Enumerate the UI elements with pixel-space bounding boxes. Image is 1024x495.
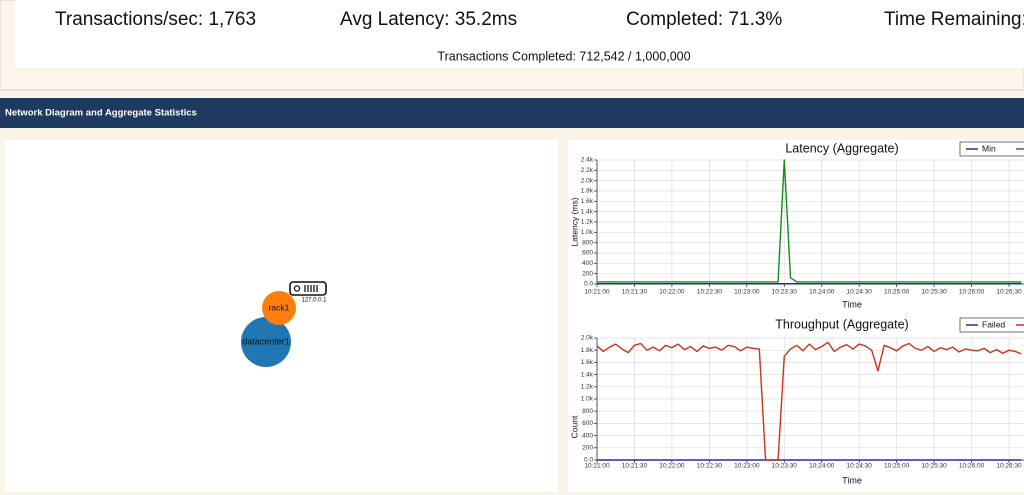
x-tick-label: 10:26:30 (996, 463, 1022, 470)
x-tick-label: 10:25:00 (884, 463, 910, 470)
stat: Transactions/sec: 1,763 (55, 9, 256, 30)
y-tick-label: 600 (582, 420, 593, 427)
x-tick-label: 10:22:00 (659, 463, 685, 470)
server-icon-light (293, 285, 301, 292)
y-tick-label: 0.0 (584, 457, 593, 464)
progress-text: Transactions Completed: 712,542 / 1,000,… (437, 49, 690, 63)
x-tick-label: 10:22:30 (697, 289, 723, 296)
chart-title: Throughput (Aggregate) (775, 317, 908, 331)
y-tick-label: 1.6k (581, 359, 594, 366)
stat: Completed: 71.3% (626, 9, 782, 30)
x-tick-label: 10:24:00 (809, 289, 835, 296)
plot-area (597, 341, 1022, 461)
section-title: Network Diagram and Aggregate Statistics (5, 108, 197, 119)
y-tick-label: 1.0k (581, 229, 594, 236)
legend-label: Min (982, 143, 996, 153)
node-label: rack1 (269, 302, 290, 312)
x-tick-label: 10:25:30 (921, 463, 947, 470)
x-tick-label: 10:22:00 (659, 289, 685, 296)
x-tick-label: 10:23:00 (734, 289, 760, 296)
y-tick-label: 200 (582, 445, 593, 452)
node-label: 127.0.0.1 (301, 298, 327, 304)
x-tick-label: 10:21:30 (622, 289, 648, 296)
x-tick-label: 10:23:00 (734, 463, 760, 470)
x-tick-label: 10:21:00 (584, 289, 610, 296)
series-line (597, 159, 1022, 283)
y-tick-label: 0.0 (584, 281, 593, 288)
server-icon-vents (304, 285, 318, 292)
y-tick-label: 1.4k (581, 371, 594, 378)
x-tick-label: 10:23:30 (772, 463, 798, 470)
charts-panel (568, 140, 1024, 492)
y-tick-label: 2.4k (581, 157, 594, 164)
server-node[interactable] (289, 281, 327, 296)
x-tick-label: 10:24:30 (847, 463, 873, 470)
y-tick-label: 800 (582, 408, 593, 415)
x-tick-label: 10:26:00 (959, 463, 985, 470)
stat: Time Remaining: (884, 9, 1024, 30)
y-axis-label: Count (569, 415, 579, 438)
x-tick-label: 10:23:30 (772, 289, 798, 296)
y-tick-label: 1.0k (581, 396, 594, 403)
section-bar (0, 98, 1024, 128)
x-tick-label: 10:26:00 (959, 289, 985, 296)
plot-area (597, 159, 1022, 285)
legend-label: Failed (982, 319, 1005, 329)
chart-title: Latency (Aggregate) (785, 141, 898, 155)
y-tick-label: 1.8k (581, 188, 594, 195)
y-tick-label: 1.6k (581, 198, 594, 205)
x-tick-label: 10:22:30 (697, 463, 723, 470)
x-tick-label: 10:26:30 (996, 289, 1022, 296)
y-tick-label: 2.0k (581, 335, 594, 342)
y-tick-label: 200 (582, 270, 593, 277)
x-tick-label: 10:21:00 (584, 463, 610, 470)
x-tick-label: 10:25:00 (884, 289, 910, 296)
x-axis-label: Time (842, 475, 862, 485)
y-axis-label: Latency (ms) (569, 197, 579, 246)
y-tick-label: 800 (582, 239, 593, 246)
node-label: datacenter1 (242, 336, 290, 346)
y-tick-label: 400 (582, 260, 593, 267)
x-tick-label: 10:24:00 (809, 463, 835, 470)
x-tick-label: 10:24:30 (847, 289, 873, 296)
stats-box (15, 0, 1024, 68)
legend-box (959, 317, 1024, 333)
y-tick-label: 600 (582, 250, 593, 257)
x-tick-label: 10:21:30 (622, 463, 648, 470)
y-tick-label: 1.2k (581, 384, 594, 391)
y-tick-label: 1.4k (581, 208, 594, 215)
x-tick-label: 10:25:30 (921, 289, 947, 296)
y-tick-label: 1.2k (581, 219, 594, 226)
series-line (597, 341, 1022, 461)
y-tick-label: 400 (582, 432, 593, 439)
legend-box (959, 141, 1024, 157)
y-tick-label: 2.0k (581, 177, 594, 184)
datacenter-node[interactable] (241, 317, 291, 367)
rack-node[interactable] (262, 291, 296, 325)
y-tick-label: 2.2k (581, 167, 594, 174)
stat: Avg Latency: 35.2ms (340, 9, 517, 30)
y-tick-label: 1.8k (581, 347, 594, 354)
x-axis-label: Time (842, 299, 862, 309)
